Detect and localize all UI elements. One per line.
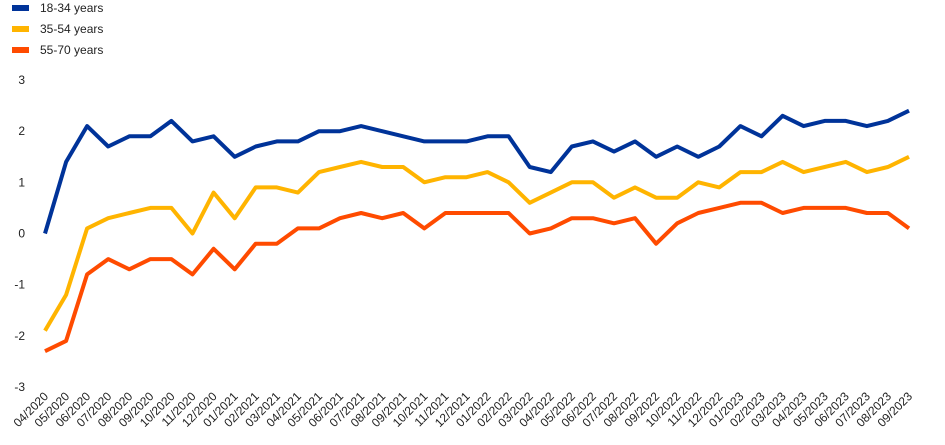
y-tick-label: 3	[18, 73, 25, 87]
legend-swatch	[12, 26, 29, 32]
legend-label: 55-70 years	[40, 43, 103, 57]
series-line	[43, 108, 910, 235]
x-axis: 04/202005/202006/202007/202008/202009/20…	[11, 389, 916, 430]
y-tick-label: -3	[14, 380, 25, 394]
legend-swatch	[12, 47, 29, 53]
legend: 18-34 years 35-54 years 55-70 years	[12, 1, 103, 57]
y-tick-label: 0	[18, 227, 25, 241]
legend-label: 18-34 years	[40, 1, 103, 15]
series-line	[43, 154, 910, 332]
series-line	[44, 200, 911, 353]
legend-label: 35-54 years	[40, 22, 103, 36]
y-tick-label: -1	[14, 278, 25, 292]
series-layer	[43, 108, 911, 353]
y-tick-label: 1	[18, 175, 25, 189]
y-tick-label: 2	[18, 124, 25, 138]
y-axis: -3 -2 -1 0 1 2 3	[14, 73, 25, 394]
y-tick-label: -2	[14, 329, 25, 343]
legend-swatch	[12, 5, 29, 11]
